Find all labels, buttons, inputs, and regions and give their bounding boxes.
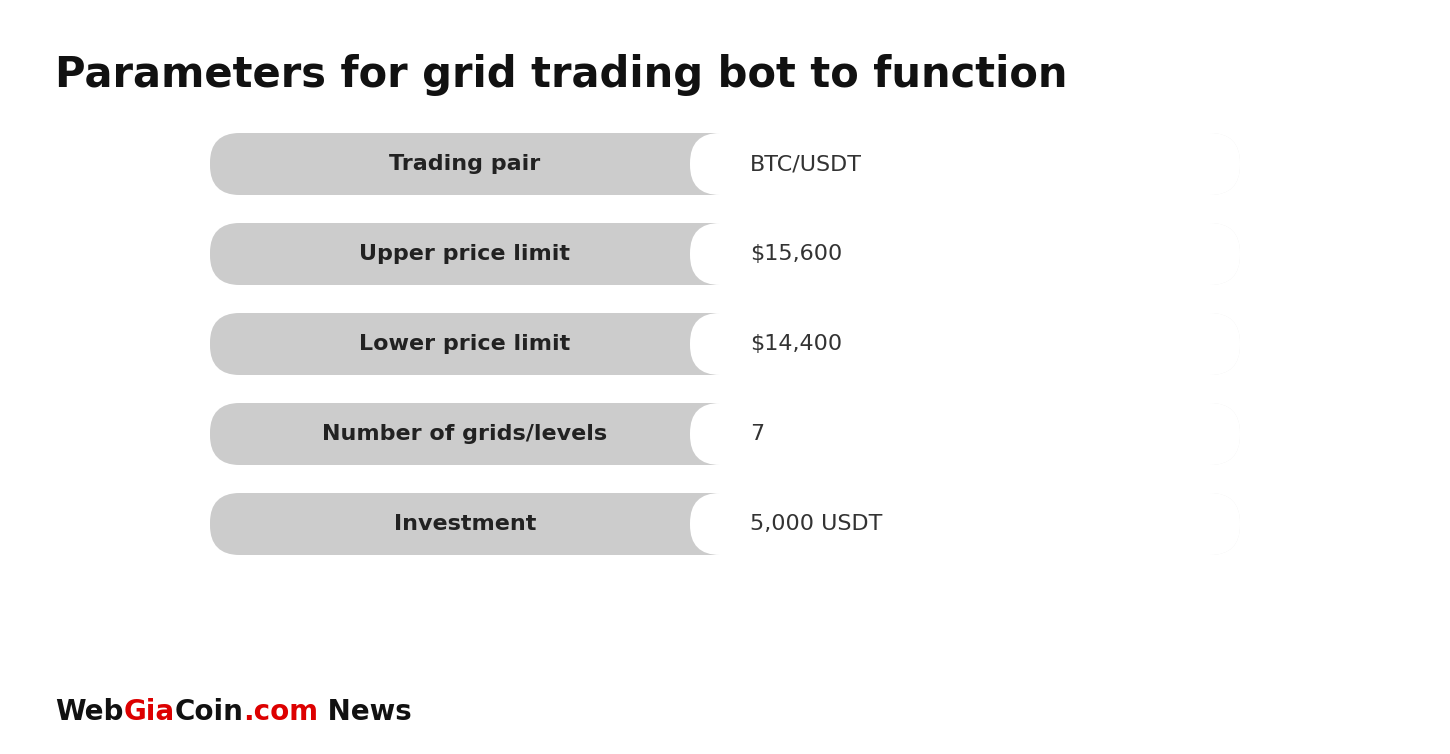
FancyBboxPatch shape <box>690 133 1240 195</box>
FancyBboxPatch shape <box>210 133 750 195</box>
FancyBboxPatch shape <box>210 223 1240 285</box>
FancyBboxPatch shape <box>210 223 750 285</box>
FancyBboxPatch shape <box>690 313 1240 375</box>
Text: Upper price limit: Upper price limit <box>360 244 570 264</box>
Text: $14,400: $14,400 <box>750 334 842 354</box>
FancyBboxPatch shape <box>210 403 750 465</box>
Text: Lower price limit: Lower price limit <box>360 334 571 354</box>
FancyBboxPatch shape <box>690 403 1240 465</box>
FancyBboxPatch shape <box>210 133 1240 195</box>
Text: Parameters for grid trading bot to function: Parameters for grid trading bot to funct… <box>55 54 1067 96</box>
Text: Number of grids/levels: Number of grids/levels <box>322 424 608 444</box>
Text: 7: 7 <box>750 424 764 444</box>
Text: Gia: Gia <box>123 698 174 726</box>
FancyBboxPatch shape <box>210 403 1240 465</box>
FancyBboxPatch shape <box>690 223 1240 285</box>
FancyBboxPatch shape <box>210 313 750 375</box>
Text: Web: Web <box>55 698 123 726</box>
Text: BTC/USDT: BTC/USDT <box>750 154 861 174</box>
Text: Coin: Coin <box>174 698 244 726</box>
Text: 5,000 USDT: 5,000 USDT <box>750 514 883 534</box>
FancyBboxPatch shape <box>210 313 1240 375</box>
Text: $15,600: $15,600 <box>750 244 842 264</box>
Text: .com: .com <box>244 698 319 726</box>
Text: Trading pair: Trading pair <box>390 154 541 174</box>
Text: News: News <box>319 698 412 726</box>
Text: Investment: Investment <box>394 514 536 534</box>
FancyBboxPatch shape <box>210 493 1240 555</box>
FancyBboxPatch shape <box>210 493 750 555</box>
FancyBboxPatch shape <box>690 493 1240 555</box>
